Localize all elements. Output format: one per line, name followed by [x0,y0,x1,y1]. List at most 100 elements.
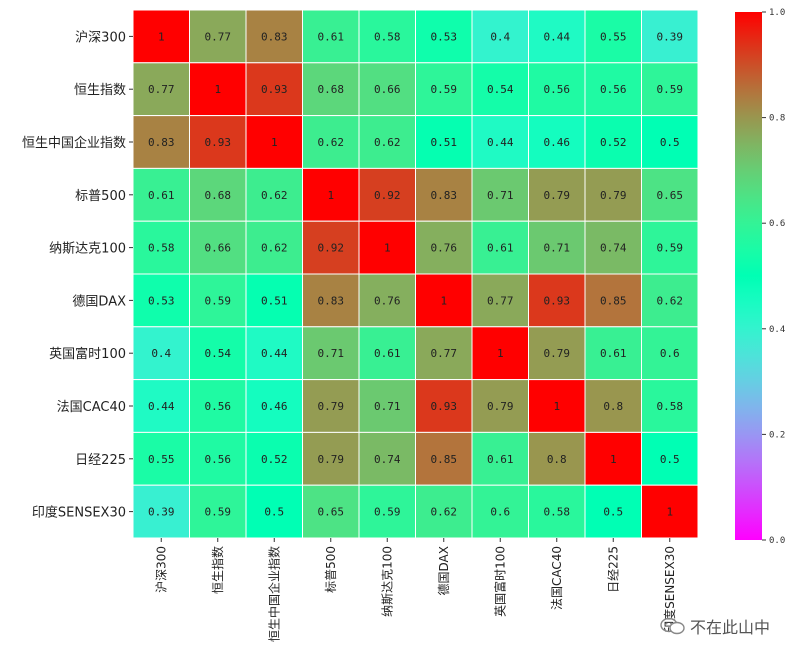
cell-value-label: 1 [440,294,447,307]
cell-value-label: 0.39 [148,506,175,519]
cell-value-label: 0.83 [148,136,175,149]
heatmap-cells: 1 0.77 0.83 0.61 0.58 0.53 0.4 0.44 0.55 0.390.77… [132,9,699,539]
cell-value-label: 0.76 [374,294,401,307]
heatmap-cell [584,273,642,328]
cell-value-label: 0.93 [261,83,288,96]
cell-value-label: 0.39 [657,30,684,43]
cell-value-label: 0.62 [318,136,345,149]
column-label: 沪深300 [154,546,168,593]
cell-value-label: 0.44 [148,400,175,413]
row-label: 恒生中国企业指数 [22,135,126,151]
colorbar-tick-label: 1.0 [769,8,785,18]
heatmap-cell [245,379,303,433]
cell-value-label: 0.53 [431,30,458,43]
row-label: 印度SENSEX30 [32,505,126,521]
cell-value-label: 0.93 [205,136,232,149]
heatmap-cell [471,220,529,275]
heatmap-cell [471,484,529,539]
cell-value-label: 0.44 [261,347,288,360]
heatmap-cell [245,273,303,328]
cell-value-label: 1 [271,136,278,149]
cell-value-label: 0.5 [264,506,284,519]
cell-value-label: 0.79 [487,400,514,413]
cell-value-label: 0.46 [261,400,288,413]
cell-value-label: 0.55 [148,453,175,466]
heatmap-cell [641,115,699,169]
column-label: 法国CAC40 [550,546,564,610]
cell-value-label: 0.62 [374,136,401,149]
cell-value-label: 0.61 [374,347,401,360]
heatmap-cell [641,9,699,64]
heatmap-cell [132,484,190,539]
cell-value-label: 0.62 [431,506,458,519]
column-label: 恒生中国企业指数 [266,546,281,642]
cell-value-label: 0.79 [318,400,345,413]
heatmap-cell [245,9,303,64]
cell-value-label: 0.51 [261,294,288,307]
cell-value-label: 0.54 [205,347,232,360]
heatmap-cell [132,273,190,328]
heatmap-cell [528,484,586,539]
heatmap-cell [415,62,473,117]
cell-value-label: 0.74 [374,453,401,466]
cell-value-label: 0.59 [431,83,458,96]
cell-value-label: 0.71 [318,347,345,360]
cell-value-label: 0.76 [431,242,458,255]
cell-value-label: 0.44 [487,136,514,149]
heatmap-cell [528,220,586,275]
colorbar-tick-label: 0.6 [769,219,785,229]
heatmap-cell [528,379,586,433]
heatmap-cell [471,115,529,169]
cell-value-label: 1 [214,83,221,96]
cell-value-label: 0.58 [148,242,175,255]
heatmap-cell [415,167,473,222]
cell-value-label: 0.66 [374,83,401,96]
heatmap-cell [302,273,360,328]
cell-value-label: 1 [497,347,504,360]
heatmap-cell [584,484,642,539]
colorbar-tick-label: 0.8 [769,114,785,124]
heatmap-cell [415,379,473,433]
cell-value-label: 0.77 [431,347,458,360]
column-labels: 沪深300 恒生指数 恒生中国企业指数 标普500 纳斯达克100 德国DAX 英国富时10… [154,538,677,642]
heatmap-cell [415,326,473,381]
cell-value-label: 0.56 [205,400,232,413]
column-label: 印度SENSEX30 [662,546,677,633]
heatmap-cell [471,167,529,222]
heatmap-cell [584,115,642,169]
heatmap-cell [302,484,360,539]
cell-value-label: 1 [158,30,165,43]
cell-value-label: 0.5 [660,136,680,149]
heatmap-cell [358,379,416,433]
row-label: 标普500 [75,189,126,204]
heatmap-cell [528,115,586,169]
heatmap-cell [641,167,699,222]
cell-value-label: 0.79 [600,189,627,202]
cell-value-label: 0.83 [261,30,288,43]
cell-value-label: 0.4 [490,30,510,43]
heatmap-cell [189,9,247,64]
row-label: 恒生指数 [74,83,126,98]
row-label: 日经225 [75,453,126,468]
heatmap-cell [189,379,247,433]
cell-value-label: 0.62 [261,189,288,202]
heatmap-cell [358,115,416,169]
cell-value-label: 0.79 [544,347,571,360]
column-label: 纳斯达克100 [380,546,394,617]
cell-value-label: 0.54 [487,83,514,96]
cell-value-label: 0.46 [544,136,571,149]
cell-value-label: 0.56 [600,83,627,96]
cell-value-label: 0.61 [148,189,175,202]
heatmap-cell [132,9,190,64]
heatmap-cell [189,431,247,486]
cell-value-label: 0.65 [657,189,684,202]
column-label: 德国DAX [436,546,451,595]
cell-value-label: 1 [553,400,560,413]
column-label: 恒生指数 [210,546,225,594]
column-label: 日经225 [606,546,620,593]
heatmap-cell [471,431,529,486]
cell-value-label: 0.61 [487,242,514,255]
heatmap-cell [358,431,416,486]
row-label: 沪深300 [75,29,126,45]
